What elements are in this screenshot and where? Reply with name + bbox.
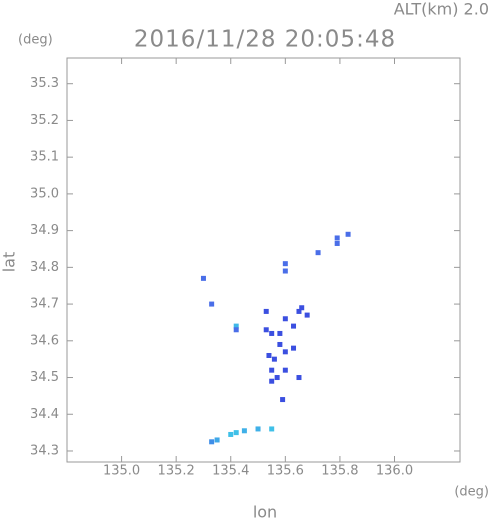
echo-point <box>304 312 310 318</box>
echo-point <box>269 426 275 432</box>
y-tick-label: 34.3 <box>30 443 59 458</box>
y-tick-label: 34.8 <box>30 260 59 275</box>
echo-point <box>277 330 283 336</box>
echo-point <box>269 378 275 384</box>
echo-point <box>274 375 280 381</box>
x-tick-label: 136.0 <box>376 464 413 479</box>
x-axis-label: lon <box>253 503 277 521</box>
echo-point <box>296 308 302 314</box>
echo-point <box>282 367 288 373</box>
y-tick-label: 35.3 <box>30 76 59 91</box>
y-axis-label: lat <box>0 252 19 273</box>
x-tick-label: 135.0 <box>103 464 140 479</box>
echo-point <box>299 305 305 311</box>
echo-point <box>291 345 297 351</box>
y-tick-label: 34.9 <box>30 223 59 238</box>
echo-point <box>282 349 288 355</box>
echo-point <box>269 330 275 336</box>
plot-frame <box>66 57 461 463</box>
x-tick-label: 135.2 <box>158 464 195 479</box>
echo-point <box>233 430 239 436</box>
echo-point <box>282 261 288 267</box>
y-tick-label: 35.2 <box>30 113 59 128</box>
x-tick-label: 135.6 <box>267 464 304 479</box>
y-tick-label: 34.4 <box>30 407 59 422</box>
echo-point <box>209 439 215 445</box>
chart-title: 2016/11/28 20:05:48 <box>134 27 396 53</box>
y-tick-label: 34.5 <box>30 370 59 385</box>
chart-subtitle: ALT(km) 2.0 <box>394 0 489 19</box>
echo-point <box>345 231 351 237</box>
y-unit: (deg) <box>18 33 53 48</box>
echo-point <box>209 301 215 307</box>
echo-point <box>233 327 239 333</box>
echo-point <box>271 356 277 362</box>
echo-point <box>214 437 220 443</box>
echo-point <box>334 235 340 241</box>
echo-point <box>282 268 288 274</box>
y-tick-label: 34.7 <box>30 297 59 312</box>
echo-point <box>241 428 247 434</box>
echo-point <box>277 341 283 347</box>
echo-point <box>282 316 288 322</box>
echo-point <box>228 431 234 437</box>
echo-point <box>255 426 261 432</box>
y-tick-label: 35.0 <box>30 186 59 201</box>
y-tick-label: 34.6 <box>30 333 59 348</box>
echo-point <box>233 323 239 329</box>
echo-point <box>296 375 302 381</box>
echo-point <box>291 323 297 329</box>
echo-point <box>263 327 269 333</box>
echo-point <box>263 308 269 314</box>
x-unit: (deg) <box>454 485 489 500</box>
y-tick-label: 35.1 <box>30 150 59 165</box>
echo-point <box>200 275 206 281</box>
echo-point <box>266 352 272 358</box>
x-tick-label: 135.8 <box>321 464 358 479</box>
echo-point <box>280 397 286 403</box>
x-tick-label: 135.4 <box>212 464 249 479</box>
echo-point <box>315 250 321 256</box>
echo-point <box>334 240 340 246</box>
echo-point <box>269 367 275 373</box>
